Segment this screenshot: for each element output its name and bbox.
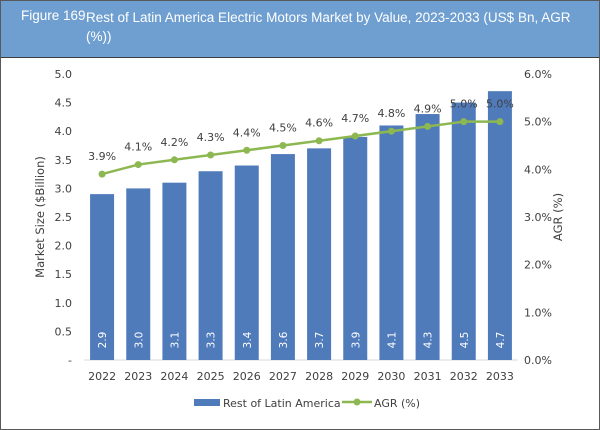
bar <box>307 148 332 360</box>
y-tick-left: 4.0 <box>55 125 73 138</box>
figure-number: Figure 169 <box>21 8 86 23</box>
bar-value-label: 4.1 <box>386 332 398 349</box>
bar <box>126 188 151 360</box>
y-tick-left: 3.5 <box>55 154 73 167</box>
agr-value-label: 5.0% <box>486 98 514 111</box>
x-axis: 2022 2023 2024 2025 2026 2027 2028 2029 2030 2031… <box>88 370 514 383</box>
y-axis-right: 0.0% 1.0% 2.0% 3.0% 4.0% 5.0% 6.0% <box>524 68 552 367</box>
y-tick-left: 4.5 <box>55 97 73 110</box>
legend-label-line: AGR (%) <box>374 397 420 410</box>
x-tick: 2024 <box>160 370 188 383</box>
bar-value-label: 4.7 <box>495 332 507 349</box>
bar <box>343 136 368 360</box>
bar-value-label: 2.9 <box>97 332 109 349</box>
agr-value-label: 4.5% <box>269 122 297 135</box>
agr-point <box>424 122 432 130</box>
x-tick: 2031 <box>414 370 442 383</box>
y-tick-left: - <box>68 354 72 367</box>
agr-value-label: 3.9% <box>88 150 116 163</box>
agr-point <box>134 161 142 169</box>
y-tick-right: 1.0% <box>524 306 552 319</box>
agr-point <box>496 118 504 126</box>
bar-value-label: 3.3 <box>206 332 218 349</box>
legend-label-bar: Rest of Latin America <box>223 397 341 410</box>
bar <box>90 194 115 360</box>
bar-value-label: 4.3 <box>423 332 435 349</box>
bar <box>415 114 440 360</box>
bar-value-label: 3.7 <box>314 332 326 349</box>
x-tick: 2030 <box>377 370 405 383</box>
bar <box>162 182 187 360</box>
agr-point <box>387 127 395 135</box>
y-tick-left: 2.5 <box>55 211 73 224</box>
x-tick: 2022 <box>88 370 116 383</box>
agr-point <box>207 151 215 159</box>
y-tick-right: 2.0% <box>524 259 552 272</box>
bar <box>451 102 476 360</box>
agr-line <box>101 120 500 176</box>
bar <box>487 91 512 360</box>
agr-value-label: 4.2% <box>160 136 188 149</box>
y-tick-left: 5.0 <box>55 68 73 81</box>
agr-value-label: 4.8% <box>377 107 405 120</box>
agr-point <box>98 170 106 178</box>
x-tick: 2026 <box>233 370 261 383</box>
agr-value-label: 4.9% <box>414 102 442 115</box>
agr-labels: 3.9% 4.1% 4.2% 4.3% 4.4% 4.5% 4.6% 4.7% 4.8% 4.9%… <box>88 98 514 163</box>
legend: Rest of Latin America AGR (%) <box>194 397 420 410</box>
figure-title-bar: Figure 169 Rest of Latin America Electri… <box>1 1 599 58</box>
y-axis-right-title: AGR (%) <box>551 193 565 241</box>
bar <box>379 125 404 360</box>
agr-point <box>279 142 287 149</box>
bar-value-label: 4.5 <box>459 332 471 349</box>
bar <box>270 154 295 360</box>
bar-value-label: 3.9 <box>350 332 362 349</box>
agr-point <box>460 118 468 126</box>
bar <box>198 171 223 360</box>
bar-value-label: 3.6 <box>278 331 290 348</box>
y-tick-left: 2.0 <box>55 240 73 253</box>
bar-value-label: 3.0 <box>133 332 145 349</box>
y-tick-left: 1.5 <box>55 268 73 281</box>
y-tick-right: 5.0% <box>524 116 552 129</box>
agr-value-label: 4.1% <box>124 141 152 154</box>
x-tick: 2027 <box>269 370 297 383</box>
y-tick-right: 3.0% <box>524 211 552 224</box>
agr-point <box>351 132 359 140</box>
agr-point <box>315 137 323 145</box>
bar-value-label: 3.1 <box>169 332 181 349</box>
x-tick: 2023 <box>124 370 152 383</box>
agr-value-label: 4.6% <box>305 117 333 130</box>
figure-title: Rest of Latin America Electric Motors Ma… <box>86 10 571 44</box>
agr-value-label: 4.3% <box>197 131 225 144</box>
bar <box>234 165 259 360</box>
agr-line-series <box>98 118 504 178</box>
x-tick: 2033 <box>486 370 514 383</box>
bar-labels: 2.9 3.0 3.1 3.3 3.4 3.6 3.7 3.9 4.1 4.3 4.5 4.7 <box>97 331 507 348</box>
y-tick-left: 3.0 <box>55 182 73 195</box>
x-tick: 2032 <box>450 370 478 383</box>
y-tick-left: 0.5 <box>55 325 73 338</box>
y-tick-right: 6.0% <box>524 68 552 81</box>
agr-value-label: 4.7% <box>341 112 369 125</box>
agr-value-label: 5.0% <box>450 98 478 111</box>
agr-value-label: 4.4% <box>233 126 261 139</box>
bars-series <box>90 91 512 360</box>
agr-point <box>243 146 251 154</box>
y-tick-right: 4.0% <box>524 163 552 176</box>
legend-swatch-marker <box>353 398 361 406</box>
y-tick-left: 1.0 <box>55 297 73 310</box>
x-tick: 2029 <box>341 370 369 383</box>
y-axis-left-title: Market Size ($Billion) <box>33 156 47 278</box>
y-axis-left: - 0.5 1.0 1.5 2.0 2.5 3.0 3.5 4.0 4.5 5.0 <box>55 68 73 367</box>
bar-value-label: 3.4 <box>242 331 254 348</box>
x-tick: 2028 <box>305 370 333 383</box>
y-tick-right: 0.0% <box>524 354 552 367</box>
x-tick: 2025 <box>197 370 225 383</box>
legend-swatch-bar <box>194 399 220 406</box>
agr-point <box>170 156 178 164</box>
